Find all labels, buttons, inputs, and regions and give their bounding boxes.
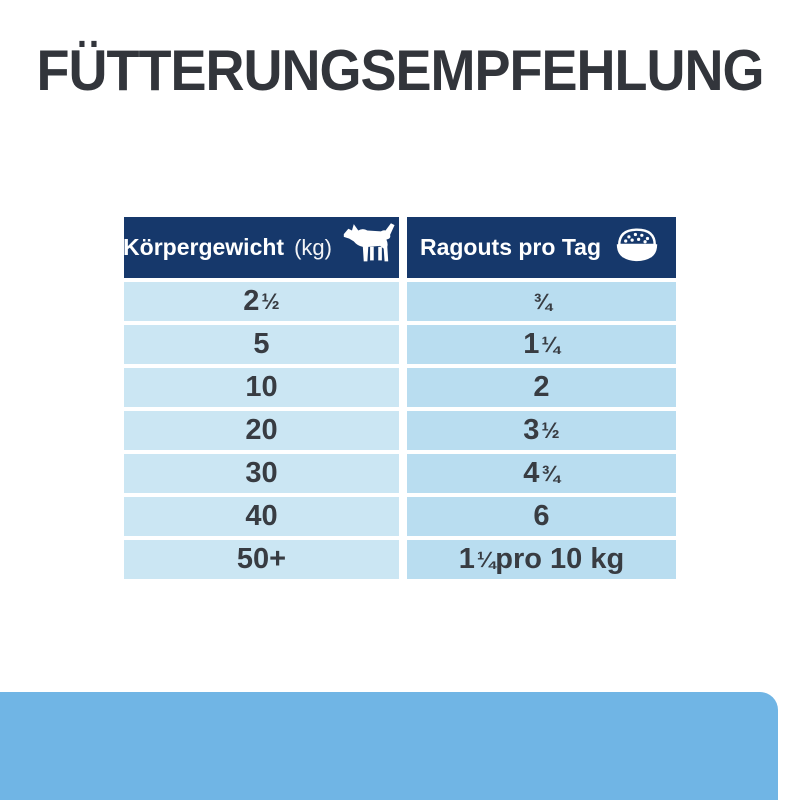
weight-unit-label: (kg): [294, 234, 332, 260]
ragouts-cell: 6: [407, 497, 676, 536]
ragouts-cell: 2: [407, 368, 676, 407]
ragouts-cell: 1 ¼: [407, 325, 676, 364]
ragouts-cell: 4 ¾: [407, 454, 676, 493]
weight-cell: 40: [124, 497, 399, 536]
weight-cell: 30: [124, 454, 399, 493]
page-title: FÜTTERUNGSEMPFEHLUNG: [36, 38, 765, 103]
feeding-table: Körpergewicht (kg) Ragouts pro Tag: [123, 217, 676, 579]
ragouts-cell: ¾: [407, 282, 676, 321]
dog-icon: [342, 222, 400, 274]
weight-cell: 20: [124, 411, 399, 450]
weight-header-label: Körpergewicht: [123, 234, 285, 260]
ragouts-cell: 3 ½: [407, 411, 676, 450]
column-header-ragouts: Ragouts pro Tag: [407, 217, 676, 278]
weight-cell: 50+: [124, 540, 399, 579]
ragouts-cell: 1 ¼ pro 10 kg: [407, 540, 676, 579]
weight-cell: 5: [124, 325, 399, 364]
weight-cell: 10: [124, 368, 399, 407]
food-bowl-icon: [611, 224, 663, 272]
weight-cell: 2 ½: [124, 282, 399, 321]
column-header-weight: Körpergewicht (kg): [123, 217, 400, 278]
ragouts-header-label: Ragouts pro Tag: [419, 234, 601, 260]
accent-band: [0, 692, 778, 800]
